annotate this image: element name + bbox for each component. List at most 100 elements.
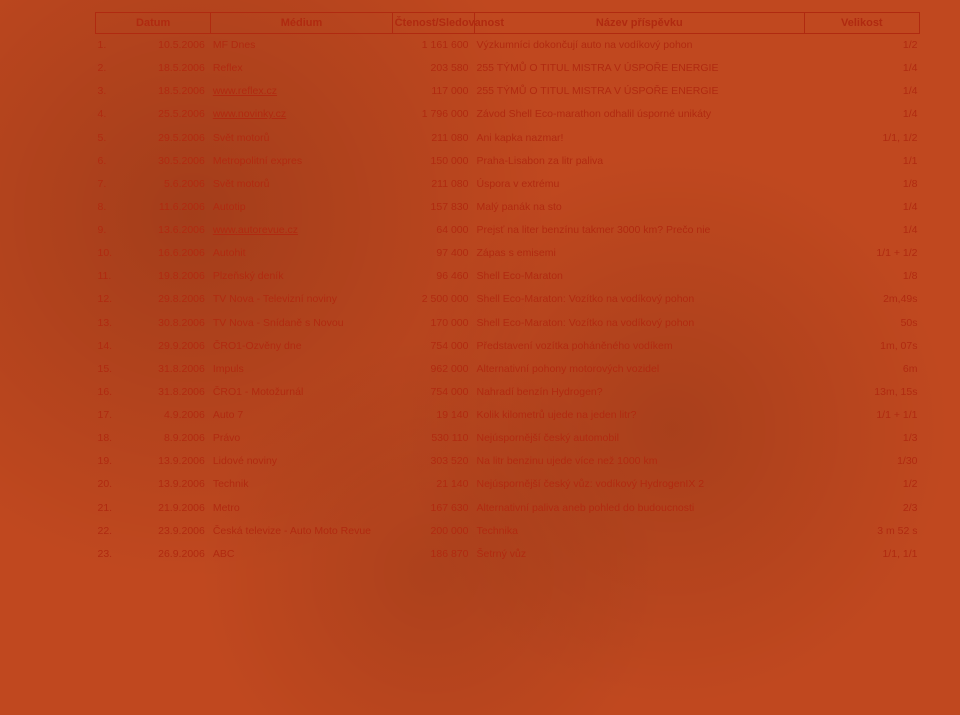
row-size: 1m, 07s [804, 335, 919, 358]
row-number: 22. [96, 520, 129, 543]
row-number: 3. [96, 80, 129, 103]
row-reach: 754 000 [392, 381, 474, 404]
table-row: 19.13.9.2006Lidové noviny303 520Na litr … [96, 450, 920, 473]
row-date: 4.9.2006 [128, 404, 210, 427]
row-medium: ČRO1 - Motožurnál [211, 381, 392, 404]
row-title: Závod Shell Eco-marathon odhalil úsporné… [475, 103, 805, 126]
row-number: 13. [96, 312, 129, 335]
row-reach: 167 630 [392, 497, 474, 520]
row-reach: 754 000 [392, 335, 474, 358]
table-row: 9.13.6.2006www.autorevue.cz64 000Prejsť … [96, 219, 920, 242]
row-number: 7. [96, 173, 129, 196]
medium-link[interactable]: www.autorevue.cz [213, 224, 298, 236]
row-title: Výzkumníci dokončují auto na vodíkový po… [475, 34, 805, 58]
row-date: 10.5.2006 [128, 34, 210, 58]
table-row: 23.26.9.2006ABC186 870Šetrný vůz1/1, 1/1 [96, 543, 920, 566]
row-medium: Metropolitní expres [211, 150, 392, 173]
row-date: 25.5.2006 [128, 103, 210, 126]
row-title: 255 TÝMŮ O TITUL MISTRA V ÚSPOŘE ENERGIE [475, 57, 805, 80]
row-medium: TV Nova - Televizní noviny [211, 288, 392, 311]
row-reach: 64 000 [392, 219, 474, 242]
row-title: Alternativní paliva aneb pohled do budou… [475, 497, 805, 520]
row-size: 6m [804, 358, 919, 381]
medium-link[interactable]: www.reflex.cz [213, 85, 277, 97]
row-medium: TV Nova - Snídaně s Novou [211, 312, 392, 335]
row-number: 8. [96, 196, 129, 219]
row-size: 1/4 [804, 196, 919, 219]
row-date: 16.6.2006 [128, 242, 210, 265]
row-medium: Svět motorů [211, 173, 392, 196]
row-date: 30.8.2006 [128, 312, 210, 335]
row-size: 1/4 [804, 57, 919, 80]
row-title: 255 TÝMŮ O TITUL MISTRA V ÚSPOŘE ENERGIE [475, 80, 805, 103]
row-reach: 2 500 000 [392, 288, 474, 311]
row-size: 1/4 [804, 103, 919, 126]
row-size: 1/8 [804, 173, 919, 196]
row-title: Alternativní pohony motorových vozidel [475, 358, 805, 381]
row-number: 11. [96, 265, 129, 288]
row-size: 13m, 15s [804, 381, 919, 404]
row-medium: Autohit [211, 242, 392, 265]
row-size: 1/2 [804, 473, 919, 496]
row-number: 5. [96, 127, 129, 150]
row-title: Ani kapka nazmar! [475, 127, 805, 150]
table-row: 3.18.5.2006www.reflex.cz117 000255 TÝMŮ … [96, 80, 920, 103]
row-medium: Auto 7 [211, 404, 392, 427]
row-title: Shell Eco-Maraton: Vozítko na vodíkový p… [475, 312, 805, 335]
row-reach: 1 796 000 [392, 103, 474, 126]
row-medium: Metro [211, 497, 392, 520]
row-size: 1/4 [804, 219, 919, 242]
row-date: 18.5.2006 [128, 57, 210, 80]
row-reach: 19 140 [392, 404, 474, 427]
row-medium: Reflex [211, 57, 392, 80]
row-title: Kolik kilometrů ujede na jeden litr? [475, 404, 805, 427]
row-reach: 150 000 [392, 150, 474, 173]
row-size: 1/2 [804, 34, 919, 58]
table-row: 15.31.8.2006Impuls962 000Alternativní po… [96, 358, 920, 381]
row-date: 31.8.2006 [128, 358, 210, 381]
row-date: 13.9.2006 [128, 450, 210, 473]
row-title: Shell Eco-Maraton: Vozítko na vodíkový p… [475, 288, 805, 311]
row-number: 17. [96, 404, 129, 427]
row-reach: 303 520 [392, 450, 474, 473]
row-reach: 962 000 [392, 358, 474, 381]
table-header: Datum Médium Čtenost/Sledovanost Název p… [96, 13, 920, 34]
row-date: 31.8.2006 [128, 381, 210, 404]
row-number: 16. [96, 381, 129, 404]
table-row: 18.8.9.2006Právo530 110Nejúspornější čes… [96, 427, 920, 450]
table-row: 21.21.9.2006Metro167 630Alternativní pal… [96, 497, 920, 520]
table-row: 20.13.9.2006Technik21 140Nejúspornější č… [96, 473, 920, 496]
row-medium: Impuls [211, 358, 392, 381]
row-number: 19. [96, 450, 129, 473]
row-size: 1/1, 1/1 [804, 543, 919, 566]
row-medium: www.reflex.cz [211, 80, 392, 103]
row-size: 1/1 + 1/1 [804, 404, 919, 427]
table-row: 12.29.8.2006TV Nova - Televizní noviny2 … [96, 288, 920, 311]
row-date: 29.8.2006 [128, 288, 210, 311]
medium-link[interactable]: www.novinky.cz [213, 108, 286, 120]
row-date: 5.6.2006 [128, 173, 210, 196]
row-size: 1/30 [804, 450, 919, 473]
table-row: 16.31.8.2006ČRO1 - Motožurnál754 000Nahr… [96, 381, 920, 404]
row-medium: Právo [211, 427, 392, 450]
row-medium: Technik [211, 473, 392, 496]
row-date: 13.9.2006 [128, 473, 210, 496]
row-size: 1/1 + 1/2 [804, 242, 919, 265]
row-reach: 157 830 [392, 196, 474, 219]
row-medium: Česká televize - Auto Moto Revue [211, 520, 392, 543]
table-row: 8.11.6.2006Autotip157 830Malý panák na s… [96, 196, 920, 219]
row-medium: www.novinky.cz [211, 103, 392, 126]
row-number: 12. [96, 288, 129, 311]
row-title: Na litr benzinu ujede více než 1000 km [475, 450, 805, 473]
row-number: 23. [96, 543, 129, 566]
header-ctenost: Čtenost/Sledovanost [392, 13, 474, 34]
table-row: 6.30.5.2006Metropolitní expres150 000Pra… [96, 150, 920, 173]
row-title: Zápas s emisemi [475, 242, 805, 265]
header-velikost: Velikost [804, 13, 919, 34]
table-row: 5.29.5.2006Svět motorů211 080Ani kapka n… [96, 127, 920, 150]
row-title: Shell Eco-Maraton [475, 265, 805, 288]
row-number: 6. [96, 150, 129, 173]
row-title: Nejúspornější český automobil [475, 427, 805, 450]
row-medium: MF Dnes [211, 34, 392, 58]
row-date: 8.9.2006 [128, 427, 210, 450]
